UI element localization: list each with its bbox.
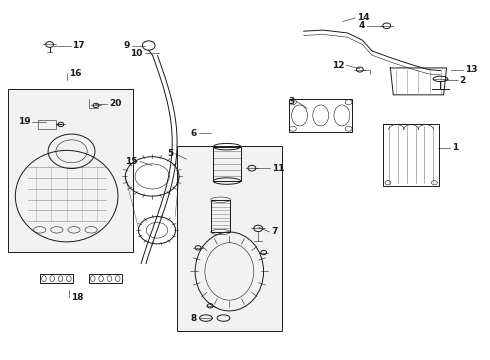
Bar	[89, 274, 122, 283]
Text: 5: 5	[167, 149, 173, 158]
Text: 6: 6	[191, 129, 196, 138]
Text: 10: 10	[130, 49, 143, 58]
Bar	[211, 200, 230, 232]
Text: 13: 13	[465, 65, 477, 74]
Bar	[383, 123, 439, 186]
Text: 16: 16	[69, 69, 81, 78]
Text: 18: 18	[71, 293, 84, 302]
Bar	[38, 120, 56, 129]
Text: 15: 15	[125, 157, 138, 166]
Text: 11: 11	[272, 164, 285, 173]
Text: 1: 1	[452, 143, 459, 152]
Text: 17: 17	[73, 41, 85, 50]
Bar	[289, 99, 352, 132]
Text: 20: 20	[109, 99, 122, 108]
Text: 7: 7	[271, 228, 278, 237]
Text: 19: 19	[18, 117, 30, 126]
Text: 9: 9	[123, 41, 130, 50]
Bar	[176, 146, 282, 330]
Bar	[40, 274, 73, 283]
Bar	[8, 89, 133, 252]
Text: 2: 2	[460, 76, 466, 85]
Bar	[213, 147, 241, 181]
Text: 14: 14	[357, 13, 370, 22]
Text: 4: 4	[359, 21, 365, 30]
Text: 3: 3	[288, 96, 294, 105]
Text: 12: 12	[332, 61, 344, 70]
Text: 8: 8	[191, 314, 196, 323]
